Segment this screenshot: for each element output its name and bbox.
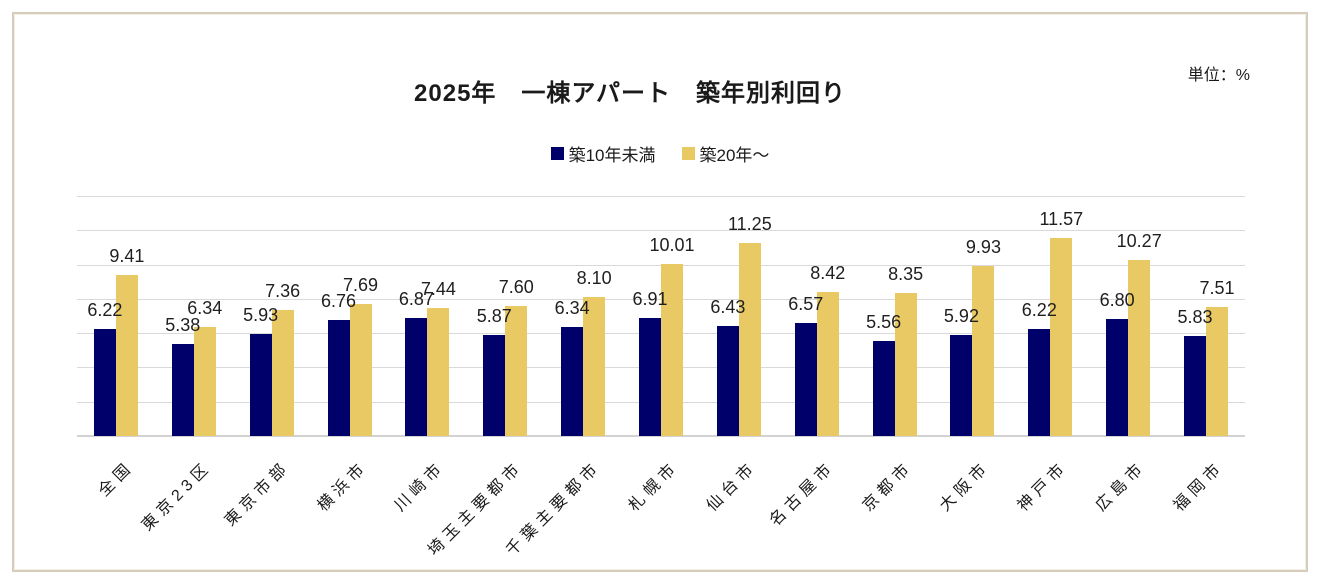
value-label: 6.91	[632, 288, 668, 309]
bar	[950, 334, 973, 436]
bar	[249, 334, 272, 436]
bar	[1028, 329, 1051, 436]
legend-label: 築10年未満	[568, 146, 656, 165]
value-label: 8.35	[888, 263, 924, 284]
bar	[583, 297, 606, 436]
bar	[171, 343, 194, 436]
value-label: 6.34	[554, 298, 590, 319]
value-label: 7.51	[1199, 278, 1235, 299]
chart-frame	[12, 12, 1308, 572]
bar	[816, 291, 839, 436]
value-label: 10.01	[649, 235, 695, 256]
value-label: 6.57	[788, 294, 824, 315]
bar	[271, 309, 294, 436]
value-label: 8.42	[810, 262, 846, 283]
legend: 築10年未満 築20年～	[0, 141, 1320, 166]
value-label: 10.27	[1116, 230, 1162, 251]
legend-item: 築10年未満	[550, 141, 656, 166]
value-label: 6.34	[187, 298, 223, 319]
value-label: 9.41	[109, 245, 145, 266]
bar	[427, 308, 450, 436]
value-label: 5.93	[243, 305, 279, 326]
bar	[327, 320, 350, 436]
value-label: 6.80	[1099, 290, 1135, 311]
bar	[93, 329, 116, 436]
value-label: 6.22	[1021, 300, 1057, 321]
bar	[1128, 259, 1151, 436]
value-label: 5.83	[1177, 307, 1213, 328]
value-label: 5.92	[943, 305, 979, 326]
bar	[738, 243, 761, 436]
value-label: 6.76	[321, 291, 357, 312]
bar	[794, 323, 817, 436]
plot-area: 6.22 9.41 5.38 6.34 5.93 7.36 6.76 7.69 6.87 7.44…	[77, 196, 1245, 437]
bar	[1206, 307, 1229, 436]
value-label: 7.60	[498, 276, 534, 297]
bar	[193, 327, 216, 436]
bar	[505, 305, 528, 436]
gridline	[77, 230, 1245, 232]
bar	[349, 304, 372, 436]
bar	[639, 317, 661, 436]
bar	[405, 318, 428, 436]
value-label: 7.36	[265, 280, 301, 301]
chart-title: 2025年 一棟アパート 築年別利回り	[414, 80, 846, 107]
bar	[894, 292, 917, 436]
legend-item: 築20年～	[681, 141, 770, 166]
bar	[661, 264, 683, 436]
gridline	[77, 196, 1245, 197]
x-axis-line	[77, 435, 1245, 437]
value-label: 6.43	[710, 296, 746, 317]
value-label: 11.25	[728, 214, 772, 235]
legend-color-swatch	[681, 147, 695, 160]
value-label: 6.87	[398, 289, 434, 310]
bar	[483, 335, 506, 436]
value-label: 7.44	[420, 279, 456, 300]
value-label: 11.57	[1039, 208, 1084, 229]
value-label: 5.38	[165, 314, 201, 335]
unit-label: 単位：%	[1187, 67, 1250, 84]
bar	[1184, 336, 1207, 436]
value-label: 6.22	[87, 300, 123, 321]
legend-label: 築20年～	[699, 146, 770, 165]
bar	[1106, 319, 1129, 436]
value-label: 5.56	[866, 311, 902, 332]
bar	[716, 325, 739, 436]
bar	[561, 327, 584, 436]
bar	[972, 265, 995, 436]
bar	[1050, 237, 1073, 436]
bar	[872, 340, 895, 436]
value-label: 8.10	[576, 268, 612, 289]
value-label: 9.93	[965, 236, 1001, 257]
value-label: 7.69	[343, 275, 379, 296]
bar	[115, 274, 138, 436]
legend-color-swatch	[550, 147, 564, 160]
value-label: 5.87	[476, 306, 512, 327]
